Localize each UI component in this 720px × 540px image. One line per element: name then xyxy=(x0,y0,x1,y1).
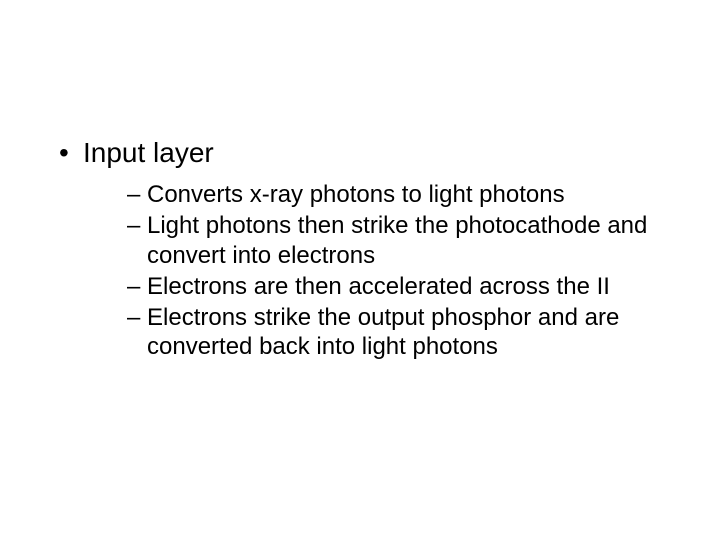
sub-bullet-item: – Electrons are then accelerated across … xyxy=(127,272,680,301)
bullet-level1: • Input layer xyxy=(55,135,680,170)
sub-bullet-item: – Converts x-ray photons to light photon… xyxy=(127,180,680,209)
sub-bullet-item: – Light photons then strike the photocat… xyxy=(127,211,680,270)
dash-icon: – xyxy=(127,272,140,301)
dash-icon: – xyxy=(127,211,140,240)
sub-bullet-text: Electrons are then accelerated across th… xyxy=(147,273,610,300)
bullet-dot-icon: • xyxy=(59,135,69,170)
sub-bullet-text: Electrons strike the output phosphor and… xyxy=(147,304,619,360)
dash-icon: – xyxy=(127,180,140,209)
sub-bullet-text: Light photons then strike the photocatho… xyxy=(147,212,647,268)
sub-bullet-group: – Converts x-ray photons to light photon… xyxy=(55,180,680,362)
sub-bullet-item: – Electrons strike the output phosphor a… xyxy=(127,303,680,362)
slide-body: • Input layer – Converts x-ray photons t… xyxy=(0,0,720,540)
level1-text: Input layer xyxy=(83,137,214,168)
dash-icon: – xyxy=(127,303,140,332)
sub-bullet-text: Converts x-ray photons to light photons xyxy=(147,181,565,208)
